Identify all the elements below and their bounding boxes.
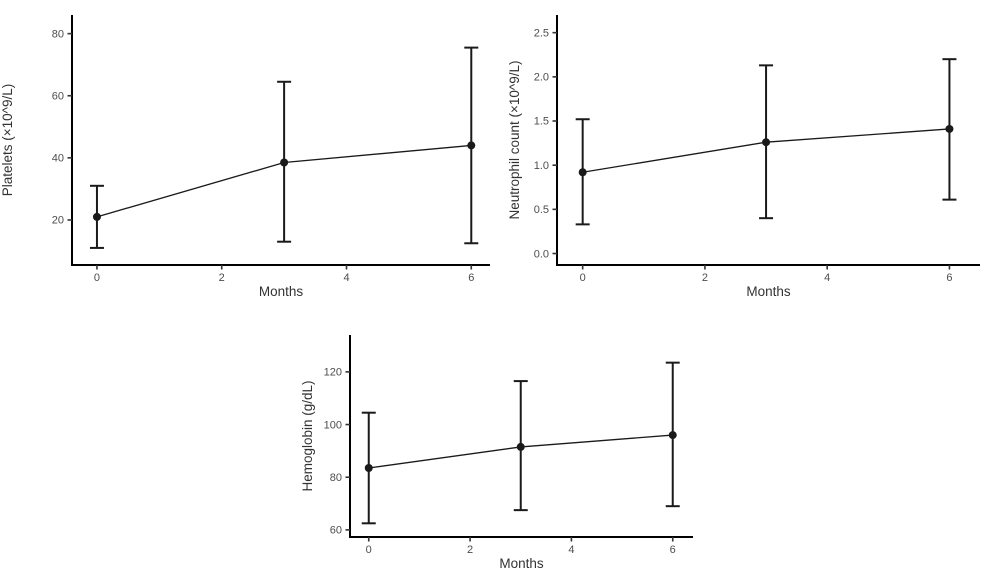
y-axis-title: Platelets (×10^9/L) [0,84,15,197]
x-tick-label: 2 [219,272,225,284]
y-tick-label: 60 [330,525,342,537]
x-tick-label: 4 [568,544,574,556]
x-tick-label: 0 [94,272,100,284]
y-tick-label: 100 [324,419,342,431]
x-axis-title: Months [259,284,304,299]
data-point [762,138,771,147]
data-point [578,168,587,177]
y-tick-label: 2.5 [534,27,549,39]
x-tick-label: 0 [366,544,372,556]
data-point [92,212,101,221]
chart-root: 0.0 0.5 1.0 1.5 2.0 2.5 0 2 4 6 Months Neutrophil c… [507,15,980,299]
neutrophil-count-chart: 0.0 0.5 1.0 1.5 2.0 2.5 0 2 4 6 Months Neutrophil c… [507,15,980,299]
x-tick-label: 0 [580,272,586,284]
chart-root: 60 80 100 120 0 2 4 6 Months Hemoglobin (g/dL) [300,335,693,571]
y-axis-title: Hemoglobin (g/dL) [300,380,315,491]
x-tick-label: 2 [467,544,473,556]
hemoglobin-chart: 60 80 100 120 0 2 4 6 Months Hemoglobin (g/dL) [300,335,693,571]
x-axis-title: Months [499,556,544,571]
data-point [945,124,954,133]
y-tick-label: 120 [324,367,342,379]
y-tick-label: 80 [52,28,64,40]
y-tick-label: 20 [52,215,64,227]
platelets-chart: 20 40 60 80 0 2 4 6 Months Platelets (×10^9/L) [0,15,490,299]
y-tick-label: 1.5 [534,116,549,128]
x-tick-label: 6 [670,544,676,556]
chart-root: 20 40 60 80 0 2 4 6 Months Platelets (×10^9/L) [0,15,490,299]
x-tick-label: 6 [946,272,952,284]
data-point [280,158,289,167]
x-tick-label: 4 [824,272,830,284]
y-tick-label: 40 [52,153,64,165]
y-tick-label: 60 [52,90,64,102]
x-tick-label: 6 [468,272,474,284]
y-tick-label: 0.5 [534,204,549,216]
data-point [516,442,525,451]
y-tick-label: 0.0 [534,248,549,260]
data-point [364,463,373,472]
y-axis-title: Neutrophil count (×10^9/L) [507,60,522,219]
data-point [668,431,677,440]
x-tick-label: 4 [343,272,349,284]
x-axis-title: Months [746,284,791,299]
data-point [467,141,476,150]
x-tick-label: 2 [702,272,708,284]
y-tick-label: 80 [330,472,342,484]
y-tick-label: 1.0 [534,160,549,172]
y-tick-label: 2.0 [534,72,549,84]
